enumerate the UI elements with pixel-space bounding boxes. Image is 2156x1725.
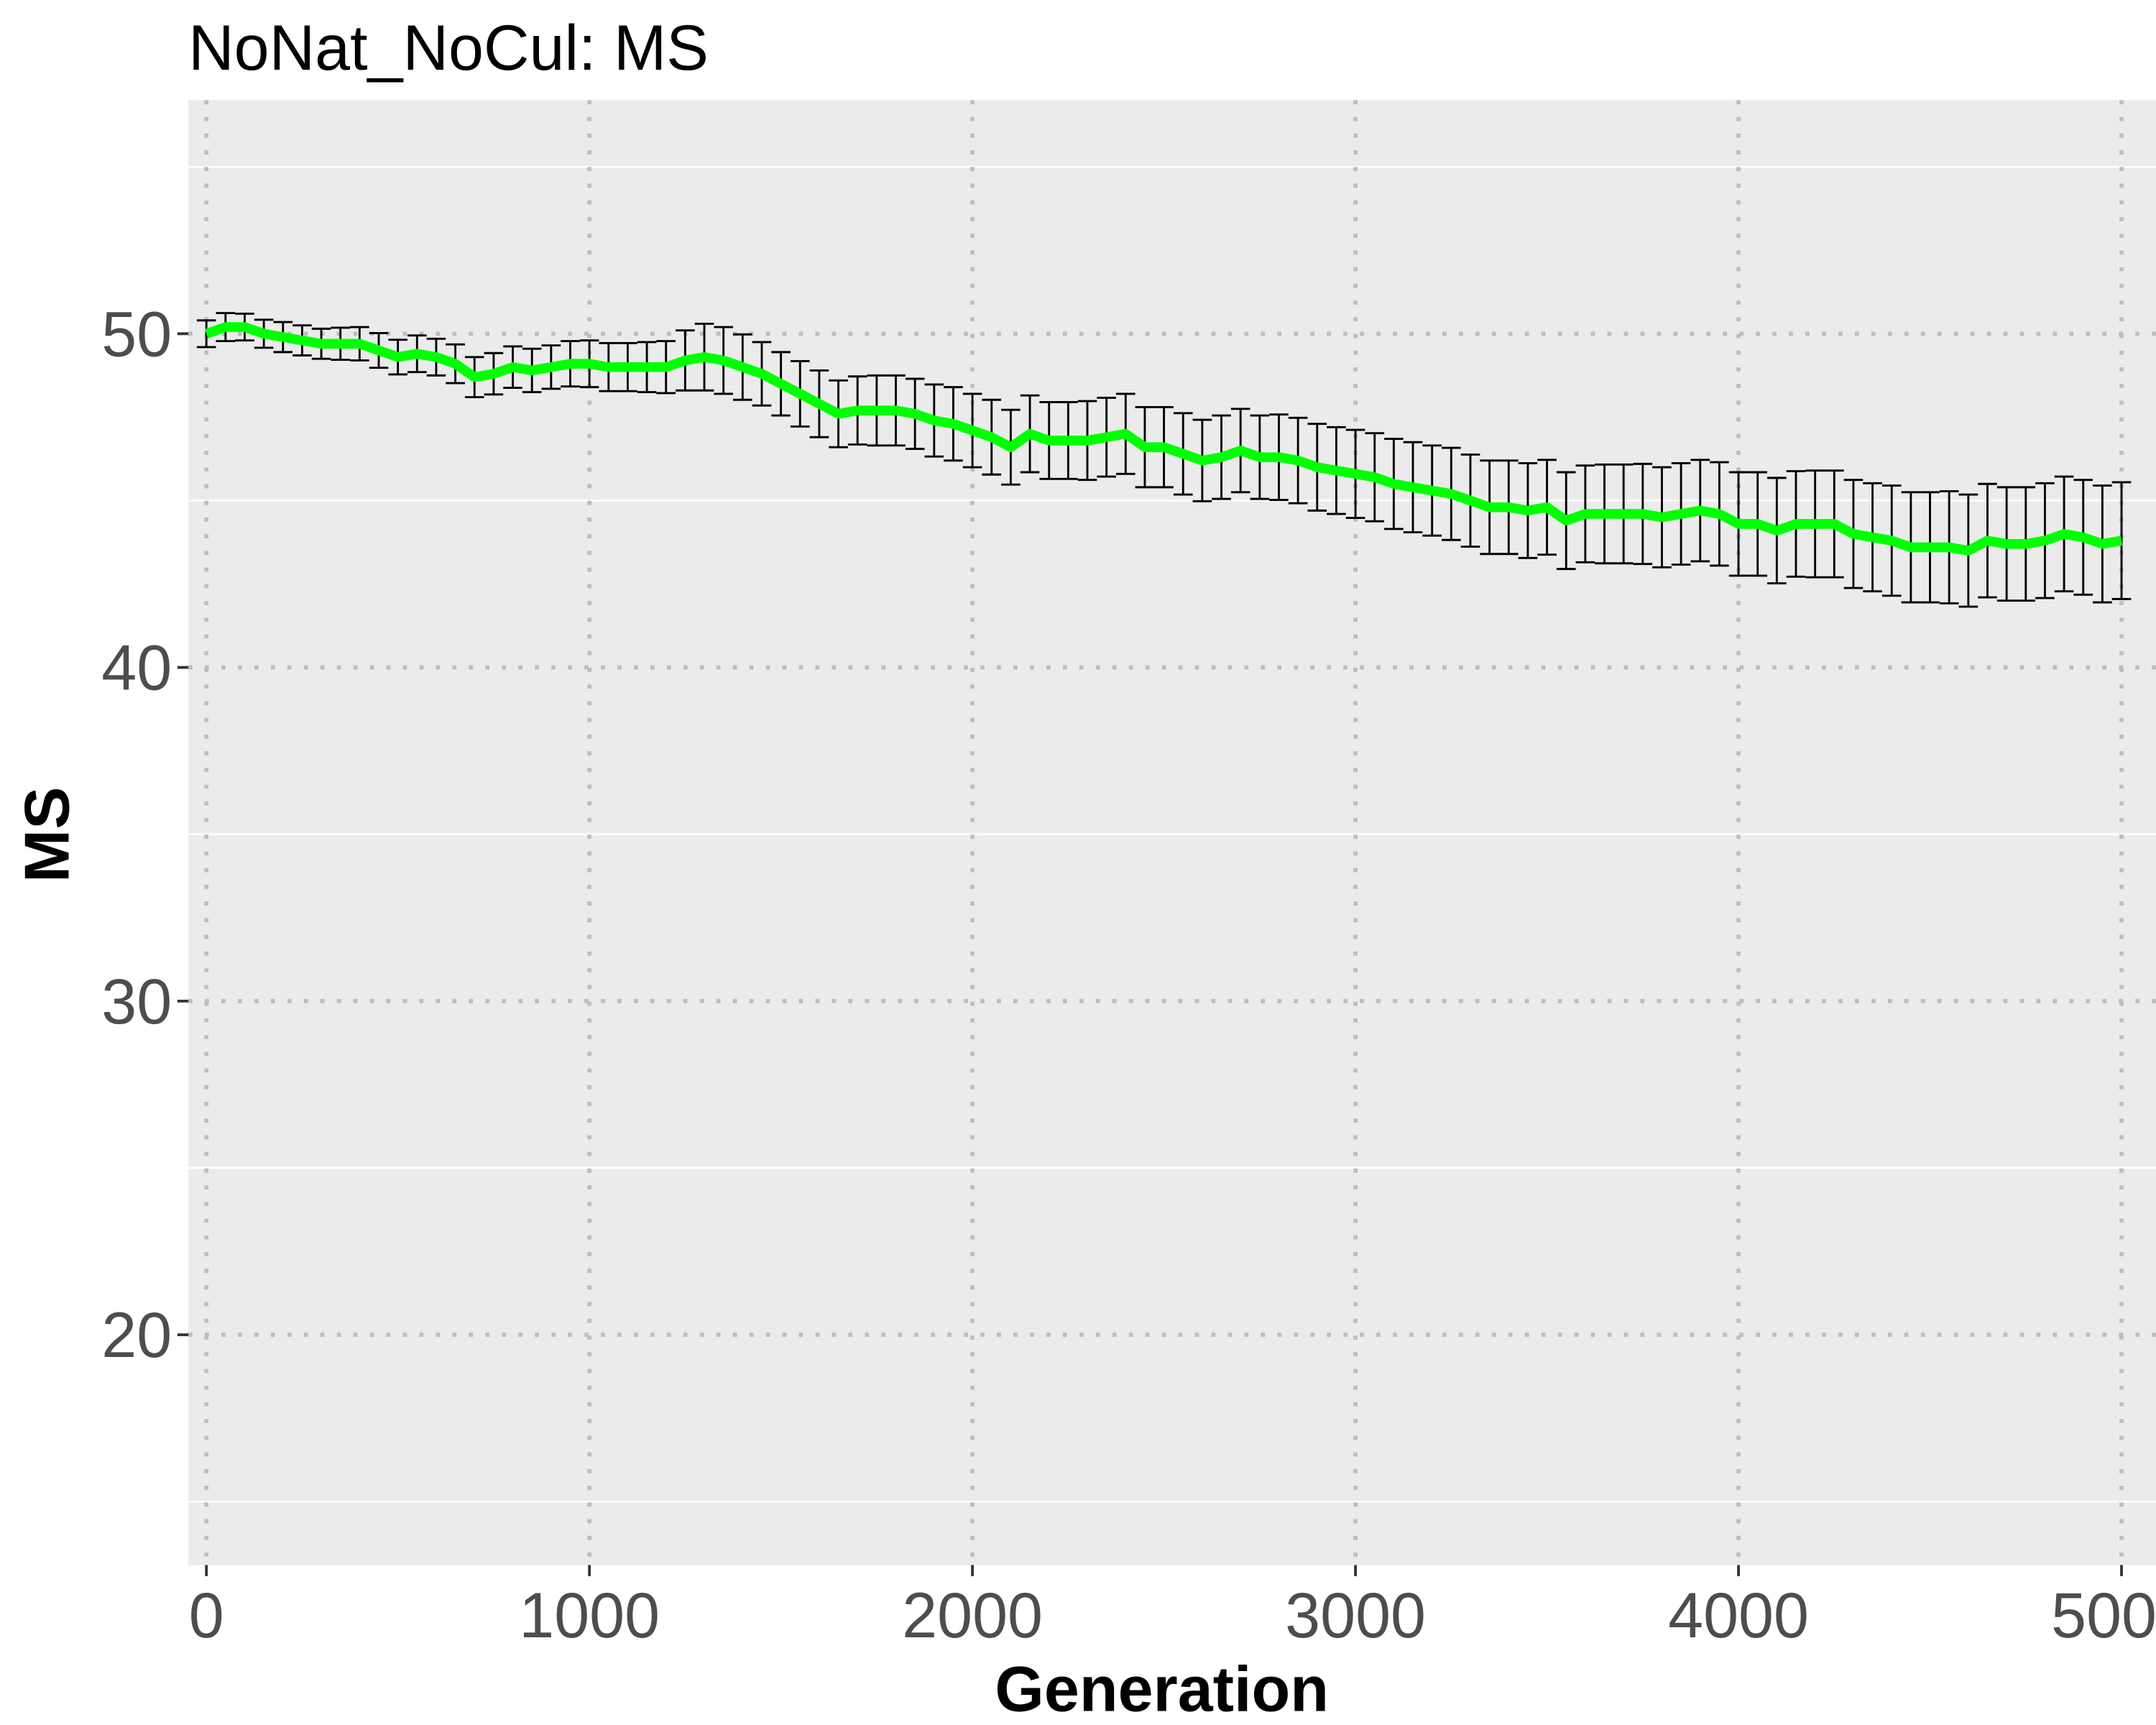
grid bbox=[188, 100, 2156, 1565]
marks bbox=[196, 312, 2132, 608]
x-tick-label: 1000 bbox=[519, 1580, 660, 1652]
x-tick-label: 2000 bbox=[902, 1580, 1043, 1652]
y-tick-label: 50 bbox=[101, 298, 172, 370]
y-tick-label: 30 bbox=[101, 965, 172, 1037]
x-tick-label: 3000 bbox=[1285, 1580, 1426, 1652]
x-axis-label: Generation bbox=[995, 1653, 1329, 1725]
y-tick-label: 40 bbox=[101, 632, 172, 704]
x-tick-label: 5000 bbox=[2051, 1580, 2156, 1652]
series-line bbox=[204, 322, 2123, 556]
panel bbox=[188, 100, 2156, 1565]
x-tick-label: 0 bbox=[189, 1580, 224, 1652]
x-tick-label: 4000 bbox=[1668, 1580, 1809, 1652]
error-bar bbox=[2111, 481, 2132, 600]
y-tick-label: 20 bbox=[101, 1300, 172, 1371]
chart-title: NoNat_NoCul: MS bbox=[188, 12, 709, 83]
y-axis-label: MS bbox=[11, 787, 82, 883]
